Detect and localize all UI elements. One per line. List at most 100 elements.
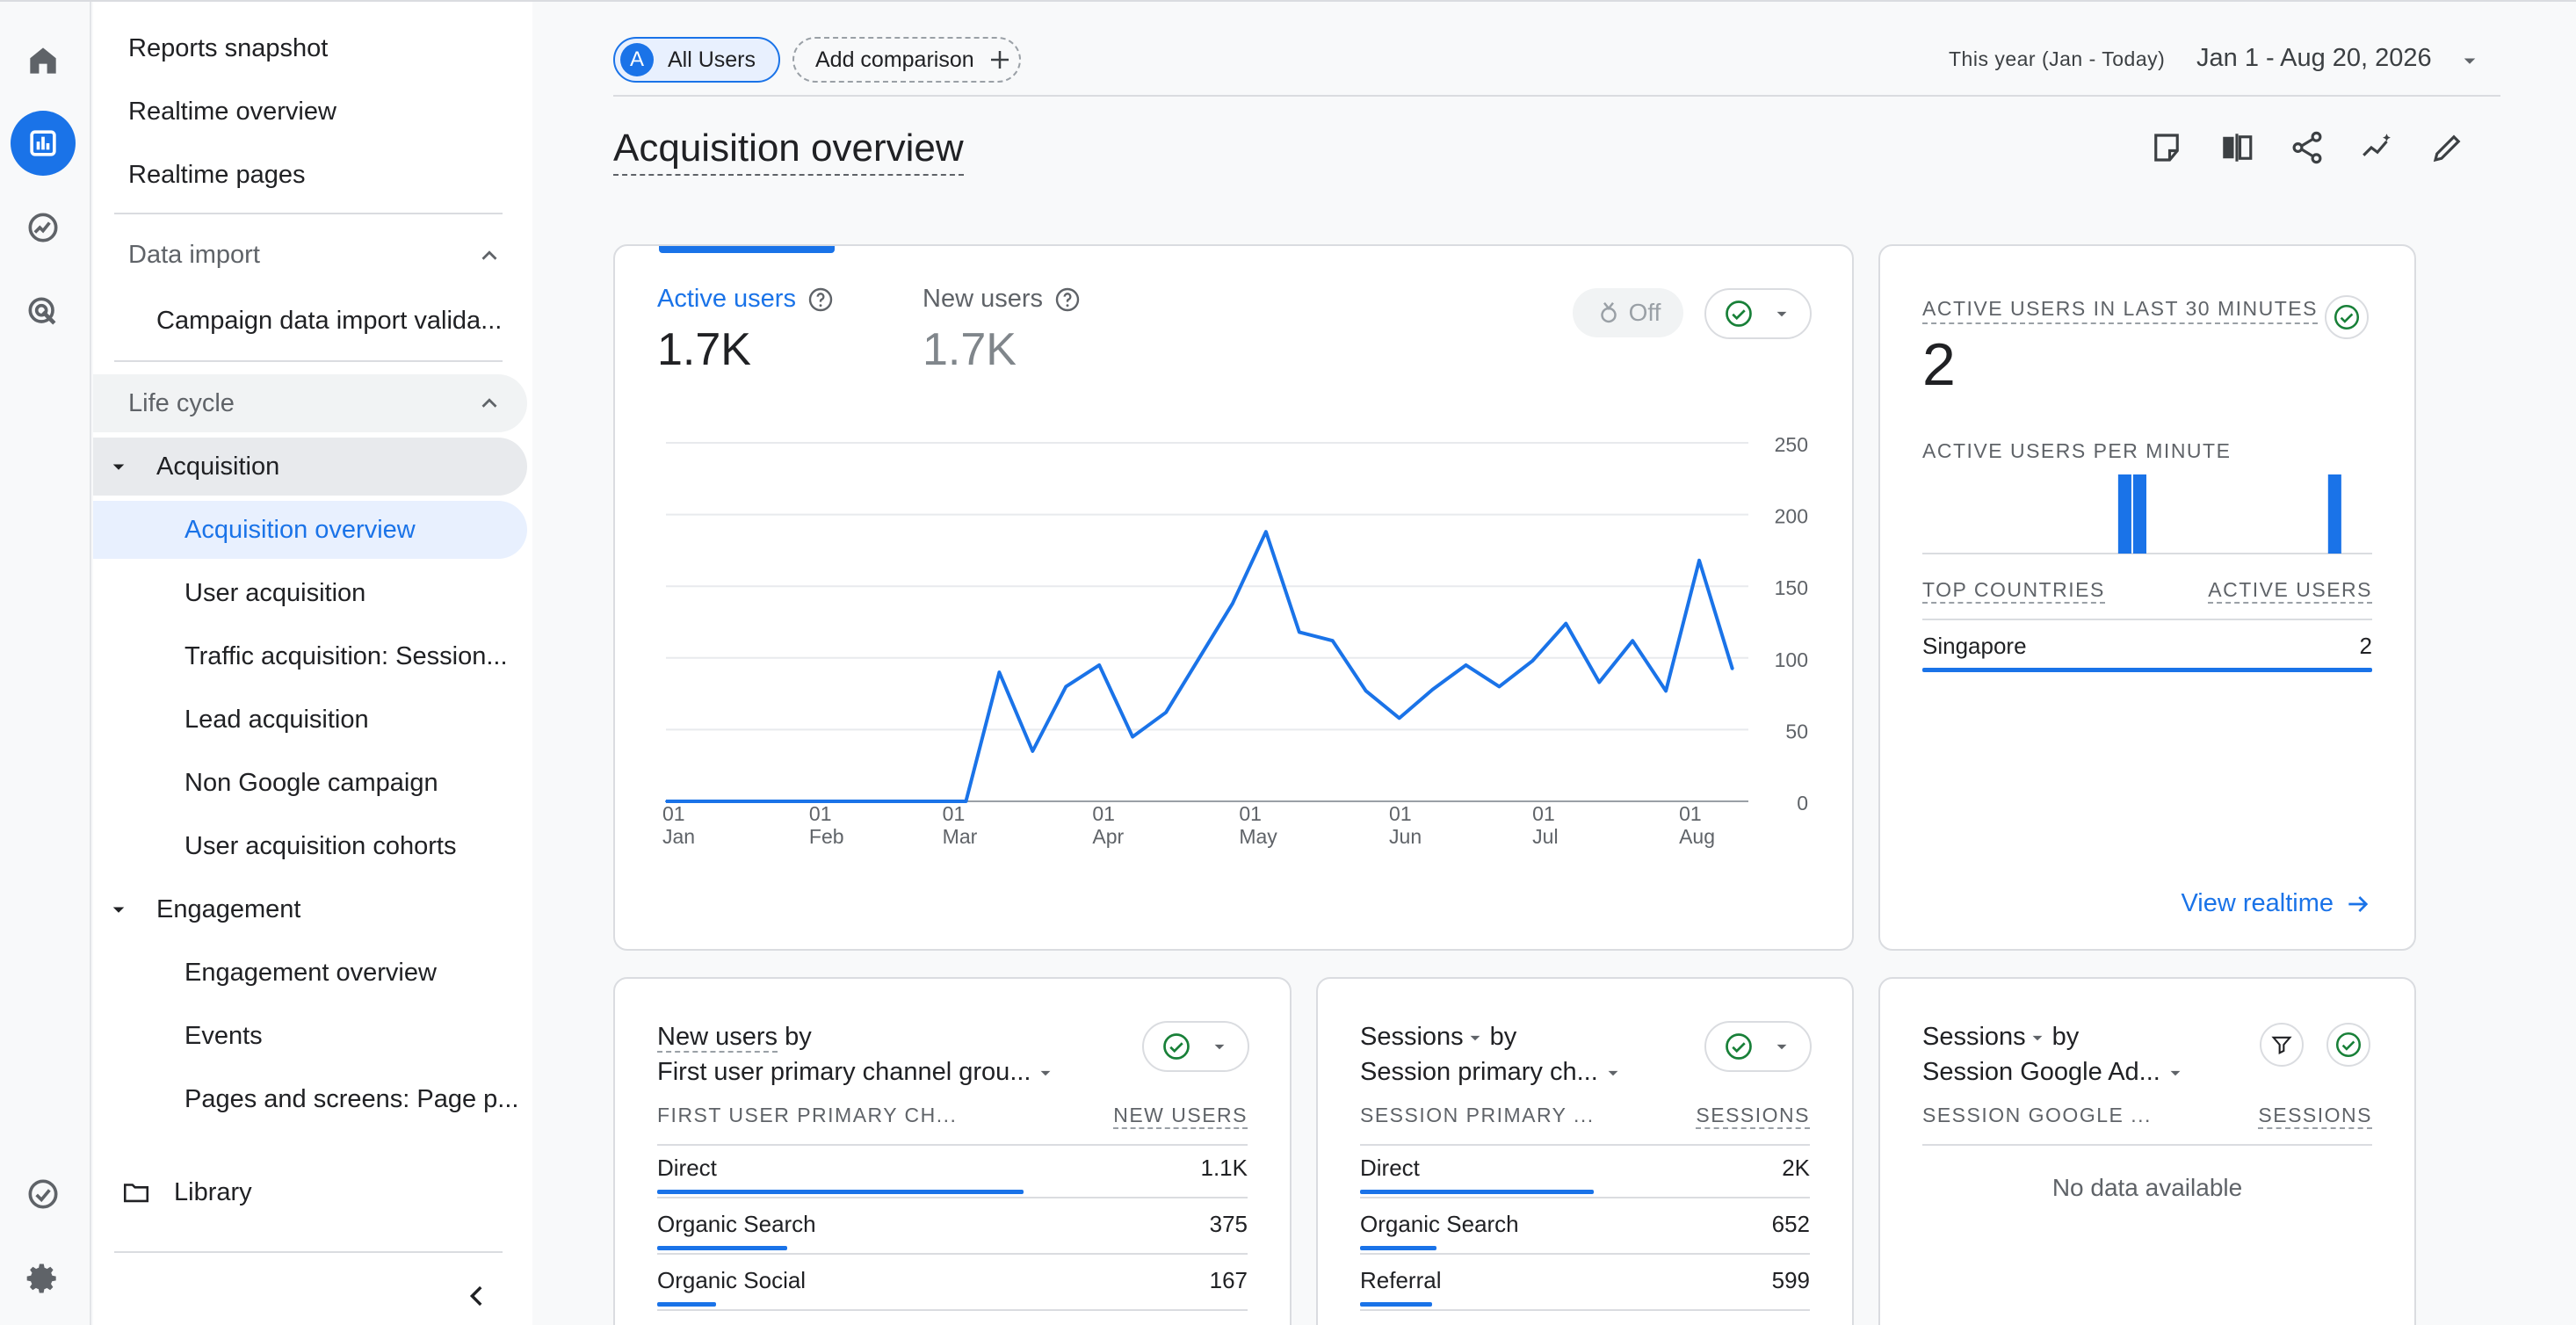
data-point[interactable] <box>1465 663 1467 666</box>
active-users-line-chart[interactable]: 25020015010050001Jan01Feb01Mar01Apr01May… <box>615 246 1852 949</box>
data-point[interactable] <box>1031 749 1034 752</box>
data-point[interactable] <box>1098 663 1101 666</box>
caret-down-icon[interactable] <box>105 453 132 480</box>
data-point[interactable] <box>998 671 1001 674</box>
sidebar-section-data-import[interactable]: Data import <box>128 240 260 269</box>
compatibility-dropdown[interactable] <box>1704 1021 1812 1072</box>
data-point[interactable] <box>665 800 667 802</box>
date-range-picker[interactable]: Jan 1 - Aug 20, 2026 <box>2196 44 2432 72</box>
page-title[interactable]: Acquisition overview <box>613 127 964 176</box>
dropdown-arrow-icon[interactable] <box>2457 47 2483 74</box>
data-point[interactable] <box>1698 559 1701 561</box>
compatibility-dropdown[interactable] <box>1704 288 1812 339</box>
data-point[interactable] <box>1331 640 1334 642</box>
metric-selector[interactable]: Sessions <box>1360 1023 1464 1051</box>
chevron-up-icon[interactable] <box>476 390 503 416</box>
sidebar-item-realtime-pages[interactable]: Realtime pages <box>128 160 306 189</box>
anomaly-toggle[interactable]: Off <box>1573 288 1683 337</box>
data-point[interactable] <box>865 800 867 802</box>
column-header[interactable]: SESSIONS <box>2258 1104 2372 1129</box>
data-point[interactable] <box>764 800 767 802</box>
filter-icon[interactable] <box>2260 1023 2304 1067</box>
sidebar-group-engagement[interactable]: Engagement <box>156 894 301 923</box>
metric-selector[interactable]: Sessions <box>1922 1023 2026 1051</box>
data-point[interactable] <box>898 800 901 802</box>
help-icon[interactable] <box>807 286 835 314</box>
sidebar-item-acquisition-overview[interactable]: Acquisition overview <box>185 515 416 544</box>
data-point[interactable] <box>1732 668 1733 670</box>
sidebar-section-life-cycle[interactable]: Life cycle <box>128 388 235 417</box>
data-point[interactable] <box>1431 688 1434 691</box>
data-point[interactable] <box>1364 690 1367 692</box>
sidebar-item-pages-and-screens[interactable]: Pages and screens: Page p... <box>185 1084 519 1113</box>
data-point[interactable] <box>1498 685 1501 688</box>
insights-icon[interactable] <box>2355 125 2400 170</box>
collapse-chevron-left-icon[interactable] <box>462 1281 492 1311</box>
reports-icon[interactable] <box>11 111 76 176</box>
column-header[interactable]: NEW USERS <box>1113 1104 1248 1129</box>
share-icon[interactable] <box>2284 125 2330 170</box>
compare-icon[interactable] <box>2214 125 2260 170</box>
sidebar-item-user-acquisition-cohorts[interactable]: User acquisition cohorts <box>185 831 457 860</box>
dropdown-arrow-icon[interactable] <box>2026 1026 2049 1049</box>
dimension-selector[interactable]: Session Google Ad... <box>1922 1058 2187 1087</box>
caret-down-icon[interactable] <box>105 896 132 923</box>
help-icon[interactable] <box>1053 286 1082 314</box>
column-header[interactable]: SESSIONS <box>1696 1104 1810 1129</box>
dropdown-arrow-icon[interactable] <box>1464 1026 1487 1049</box>
settings-icon[interactable] <box>11 1246 76 1311</box>
data-point[interactable] <box>1298 631 1300 634</box>
table-row[interactable]: Organic Search 652 <box>1360 1211 1810 1238</box>
sidebar-item-lead-acquisition[interactable]: Lead acquisition <box>185 705 369 734</box>
data-point[interactable] <box>831 800 834 802</box>
data-point[interactable] <box>1198 656 1200 659</box>
view-realtime-link[interactable]: View realtime <box>2181 889 2372 918</box>
sidebar-item-traffic-acquisition[interactable]: Traffic acquisition: Session... <box>185 641 508 670</box>
data-point[interactable] <box>1165 711 1168 713</box>
column-header[interactable]: TOP COUNTRIES <box>1922 578 2105 604</box>
data-point[interactable] <box>731 800 734 802</box>
table-row[interactable]: Direct 1.1K <box>657 1155 1248 1182</box>
check-circle-icon[interactable] <box>2326 1023 2370 1067</box>
edit-pencil-icon[interactable] <box>2425 125 2471 170</box>
explore-icon[interactable] <box>11 195 76 260</box>
table-row[interactable]: Direct 2K <box>1360 1155 1810 1182</box>
segment-chip[interactable]: A All Users <box>613 37 780 83</box>
home-icon[interactable] <box>11 28 76 93</box>
sidebar-item-user-acquisition[interactable]: User acquisition <box>185 578 366 607</box>
configure-icon[interactable] <box>11 1162 76 1227</box>
data-point[interactable] <box>931 800 934 802</box>
sidebar-item-realtime-overview[interactable]: Realtime overview <box>128 97 336 126</box>
data-point[interactable] <box>1398 717 1400 720</box>
data-point[interactable] <box>1231 602 1234 605</box>
sidebar-item-events[interactable]: Events <box>185 1021 263 1050</box>
data-point[interactable] <box>965 800 967 802</box>
data-point[interactable] <box>1665 690 1668 692</box>
add-comparison-button[interactable]: Add comparison <box>792 37 1021 83</box>
table-row[interactable]: Organic Search 375 <box>657 1211 1248 1238</box>
dimension-selector[interactable]: Session primary ch... <box>1360 1058 1624 1087</box>
chevron-up-icon[interactable] <box>476 243 503 269</box>
data-point[interactable] <box>1132 735 1134 738</box>
sidebar-item-library[interactable]: Library <box>174 1177 252 1206</box>
metric-selector[interactable]: New users <box>657 1023 778 1053</box>
data-point[interactable] <box>1065 685 1067 688</box>
compatibility-dropdown[interactable] <box>1142 1021 1249 1072</box>
table-row[interactable]: Singapore 2 <box>1922 633 2372 660</box>
compatibility-badge[interactable] <box>2325 295 2369 339</box>
data-point[interactable] <box>1598 681 1601 684</box>
series-line[interactable] <box>666 530 1734 803</box>
data-point[interactable] <box>1264 531 1267 533</box>
advertising-icon[interactable] <box>11 279 76 344</box>
data-point[interactable] <box>698 800 700 802</box>
table-row[interactable]: Referral 599 <box>1360 1267 1810 1294</box>
data-point[interactable] <box>798 800 800 802</box>
sidebar-item-reports-snapshot[interactable]: Reports snapshot <box>128 33 329 62</box>
sidebar-group-acquisition[interactable]: Acquisition <box>156 452 280 481</box>
data-point[interactable] <box>1565 622 1567 625</box>
sidebar-item-non-google-campaign[interactable]: Non Google campaign <box>185 768 438 797</box>
realtime-title[interactable]: ACTIVE USERS IN LAST 30 MINUTES <box>1922 297 2318 324</box>
data-point[interactable] <box>1632 640 1634 642</box>
table-row[interactable]: Organic Social 167 <box>657 1267 1248 1294</box>
data-point[interactable] <box>1531 660 1534 662</box>
